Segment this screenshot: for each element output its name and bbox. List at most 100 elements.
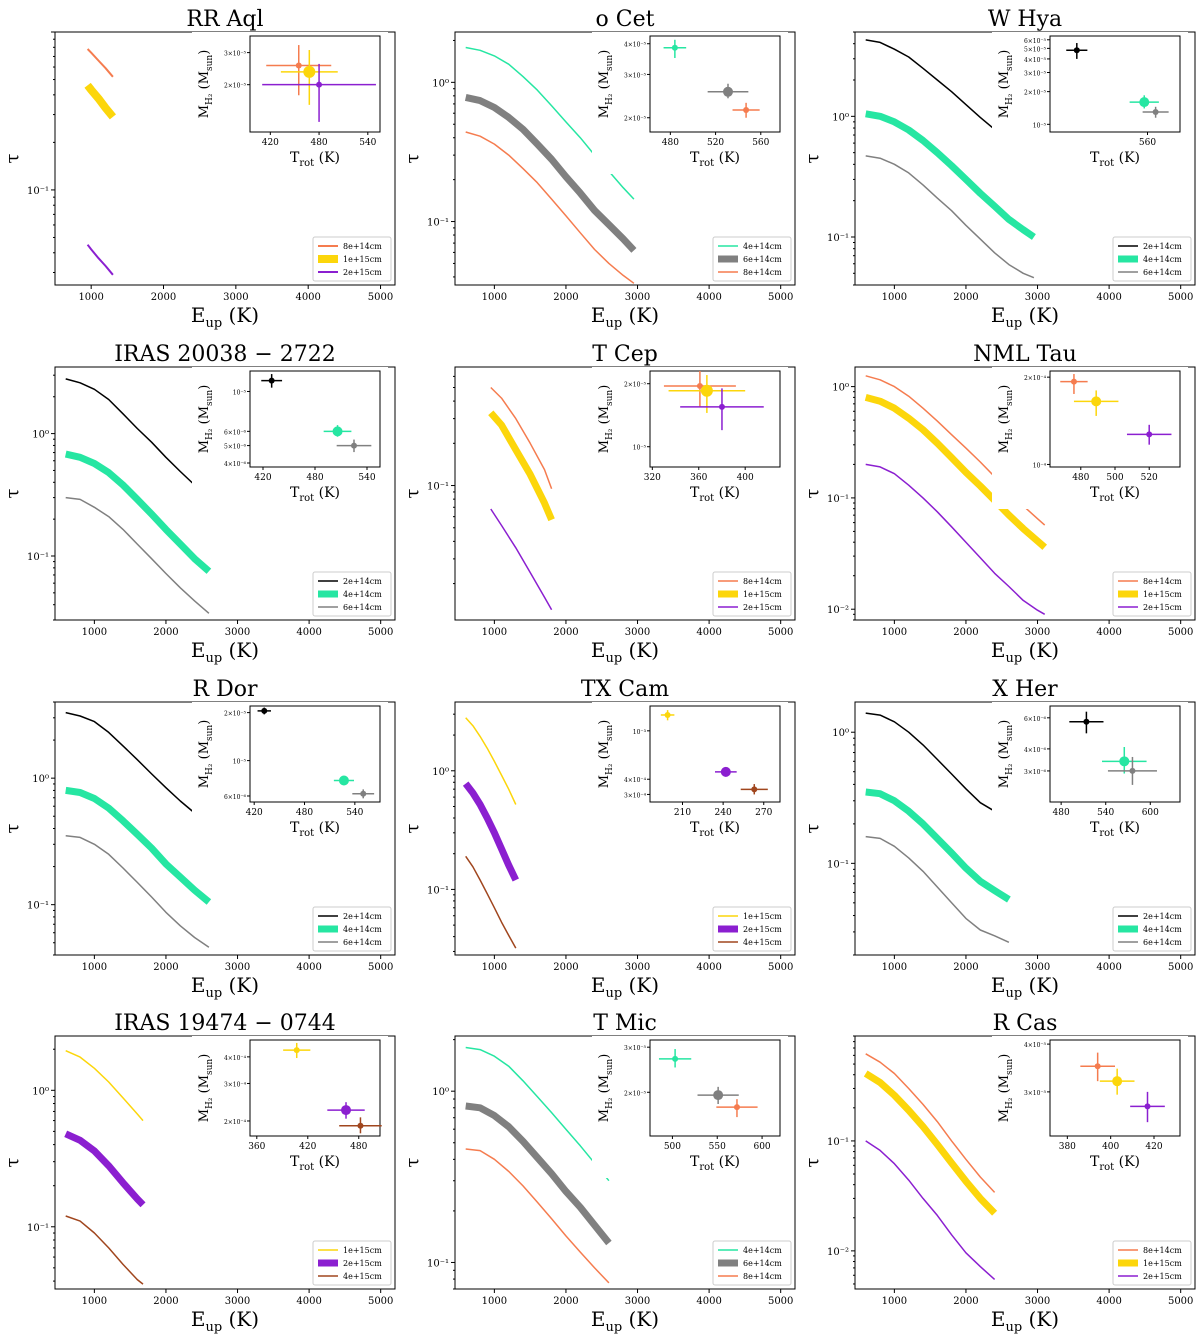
y-tick-label: 10⁻¹ — [827, 859, 849, 870]
x-tick-label: 2000 — [153, 1296, 178, 1307]
chart-panel: X Her 1000 2000 3000 4000 5000 10⁻¹ 10⁰ Eup (K) τ… — [800, 670, 1200, 1004]
inset-point — [1119, 756, 1130, 767]
legend-label: 1e+15cm — [343, 1246, 382, 1255]
legend-label: 1e+15cm — [743, 590, 782, 599]
y-axis-label: τ — [402, 153, 423, 163]
legend-label: 8e+14cm — [1143, 577, 1182, 586]
x-tick-label: 5000 — [768, 627, 793, 638]
inset-x-tick-label: 500 — [1106, 473, 1123, 483]
y-tick-label: 10⁰ — [832, 112, 849, 123]
series-line — [64, 1130, 146, 1208]
x-tick-label: 3000 — [1025, 292, 1050, 303]
chart-title: o Cet — [596, 7, 655, 32]
x-tick-label: 3000 — [625, 292, 650, 303]
series-line — [864, 394, 1048, 550]
inset-point — [1094, 1063, 1101, 1070]
inset-y-label: MH₂ (Msun) — [597, 1054, 615, 1123]
series-line — [865, 110, 1036, 240]
inset-y-tick-label: 10⁻⁵ — [233, 389, 247, 396]
inset-y-label: MH₂ (Msun) — [197, 385, 215, 454]
inset-x-label: Trot (K) — [290, 820, 340, 839]
x-tick-label: 4000 — [1096, 962, 1121, 973]
legend-label: 6e+14cm — [1143, 268, 1182, 277]
inset-point — [671, 44, 678, 51]
y-tick-label: 10⁻¹ — [827, 1137, 849, 1148]
inset-y-label: MH₂ (Msun) — [997, 720, 1015, 789]
inset-point — [360, 790, 367, 797]
inset-y-tick-label: 3×10⁻⁵ — [224, 51, 247, 58]
legend-box — [1112, 906, 1192, 952]
x-axis-label: Eup (K) — [191, 638, 259, 666]
inset-y-label: MH₂ (Msun) — [597, 720, 615, 789]
legend-box — [312, 571, 392, 617]
inset-x-tick-label: 600 — [753, 1142, 770, 1152]
legend-label: 8e+14cm — [743, 577, 782, 586]
inset-point — [1083, 718, 1090, 725]
y-axis-label: τ — [402, 823, 423, 833]
y-axis-label: τ — [402, 1157, 423, 1167]
inset-x-label: Trot (K) — [290, 485, 340, 504]
inset-y-tick-label: 10⁻⁵ — [233, 759, 247, 766]
inset-y-tick-label: 2×10⁻⁵ — [224, 711, 247, 718]
inset-x-label: Trot (K) — [690, 820, 740, 839]
inset-frame — [249, 370, 381, 468]
legend-label: 4e+14cm — [743, 242, 782, 251]
legend-box — [1112, 571, 1192, 617]
x-tick-label: 3000 — [625, 962, 650, 973]
series-group — [865, 712, 1011, 943]
legend-label: 6e+14cm — [743, 255, 782, 264]
inset-y-label: MH₂ (Msun) — [997, 50, 1015, 119]
legend-label: 2e+15cm — [743, 925, 782, 934]
inset-point — [316, 81, 323, 88]
inset-y-label: MH₂ (Msun) — [997, 1054, 1015, 1123]
x-tick-label: 4000 — [296, 1296, 321, 1307]
x-tick-label: 5000 — [368, 292, 393, 303]
inset-x-tick-label: 480 — [310, 138, 327, 148]
series-group — [465, 1046, 612, 1284]
inset-point — [357, 1122, 364, 1129]
series-line — [488, 410, 555, 522]
inset-x-label: Trot (K) — [690, 150, 740, 169]
chart-panel: IRAS 20038 − 2722 1000 2000 3000 4000 5000 10⁻… — [0, 335, 400, 669]
x-tick-label: 4000 — [696, 627, 721, 638]
y-axis-label: τ — [802, 488, 823, 498]
inset-point — [664, 711, 671, 718]
x-axis-label: Eup (K) — [191, 303, 259, 331]
legend-box — [712, 1240, 792, 1286]
inset-y-tick-label: 10⁻⁵ — [633, 445, 647, 452]
legend-label: 2e+15cm — [1143, 1272, 1182, 1281]
y-tick-label: 10⁻¹ — [427, 218, 449, 229]
inset-y-label: MH₂ (Msun) — [197, 1054, 215, 1123]
inset-x-tick-label: 480 — [662, 138, 679, 148]
inset-frame — [649, 370, 781, 468]
legend-box — [712, 571, 792, 617]
inset-frame — [249, 705, 381, 803]
x-tick-label: 2000 — [953, 962, 978, 973]
chart-title: R Dor — [193, 677, 258, 702]
x-tick-label: 5000 — [768, 1296, 793, 1307]
x-tick-label: 2000 — [153, 962, 178, 973]
chart-panel: TX Cam 1000 2000 3000 4000 5000 10⁻¹ 10⁰ Eup (K)… — [400, 670, 800, 1004]
inset-x-tick-label: 540 — [1097, 808, 1114, 818]
inset-y-tick-label: 3×10⁻⁵ — [1024, 1090, 1047, 1097]
inset-y-tick-label: 4×10⁻⁵ — [1024, 57, 1047, 64]
series-group — [64, 1050, 146, 1285]
inset-x-tick-label: 270 — [755, 808, 772, 818]
series-line — [65, 711, 210, 826]
x-tick-label: 4000 — [295, 292, 320, 303]
series-line — [65, 1215, 144, 1285]
inset-x-tick-label: 240 — [715, 808, 732, 818]
chart-panel: W Hya 1000 2000 3000 4000 5000 10⁻¹ 10⁰ Eup (K) τ… — [800, 0, 1200, 334]
inset-y-tick-label: 3×10⁻⁵ — [1024, 70, 1047, 77]
inset-point — [713, 1090, 724, 1101]
legend-label: 4e+14cm — [743, 1246, 782, 1255]
chart-panel: R Dor 1000 2000 3000 4000 5000 10⁻¹ 10⁰ Eup (K) τ… — [0, 670, 400, 1004]
inset-x-tick-label: 360 — [690, 473, 707, 483]
inset-x-tick-label: 420 — [254, 473, 271, 483]
inset-y-tick-label: 2×10⁻⁵ — [624, 116, 647, 123]
x-tick-label: 1000 — [78, 292, 103, 303]
legend-label: 4e+14cm — [1143, 255, 1182, 264]
legend-label: 1e+15cm — [343, 255, 382, 264]
x-tick-label: 5000 — [1168, 962, 1193, 973]
y-tick-label: 10⁰ — [832, 728, 849, 739]
